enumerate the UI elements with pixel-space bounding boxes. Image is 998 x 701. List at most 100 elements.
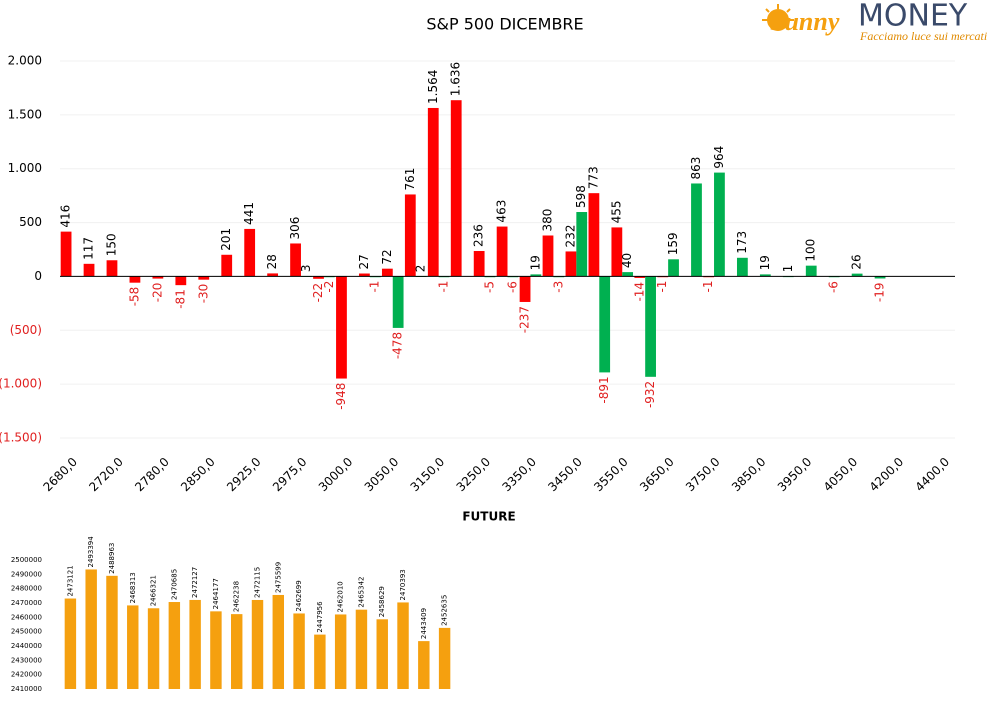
data-label: -58 bbox=[127, 287, 141, 307]
bar bbox=[251, 599, 264, 689]
bar bbox=[381, 268, 393, 277]
data-label: 2472127 bbox=[191, 567, 199, 598]
y-tick-label: 2410000 bbox=[11, 685, 42, 693]
x-tick-label: 3450,0 bbox=[545, 455, 585, 495]
data-label: 380 bbox=[541, 209, 555, 232]
bar bbox=[622, 272, 634, 277]
x-tick-label: 4050,0 bbox=[821, 455, 861, 495]
data-label: 2458629 bbox=[378, 586, 386, 617]
data-label: -19 bbox=[873, 282, 887, 302]
bar bbox=[168, 602, 181, 689]
bar bbox=[152, 276, 164, 279]
bar bbox=[576, 212, 588, 277]
bar bbox=[634, 276, 646, 278]
data-label: 150 bbox=[104, 233, 118, 256]
data-label: 2473121 bbox=[66, 565, 74, 596]
bar bbox=[175, 276, 187, 286]
data-label: 19 bbox=[758, 255, 772, 270]
x-tick-label: 3550,0 bbox=[591, 455, 631, 495]
y-tick-label: 2.000 bbox=[8, 54, 42, 68]
data-label: -22 bbox=[311, 283, 325, 303]
data-label: 173 bbox=[735, 231, 749, 254]
bar bbox=[588, 193, 600, 277]
data-label: 441 bbox=[242, 202, 256, 225]
data-label: 236 bbox=[472, 224, 486, 247]
y-tick-label: 2450000 bbox=[11, 628, 42, 636]
data-label: -6 bbox=[505, 281, 519, 293]
bar bbox=[272, 594, 285, 689]
bar bbox=[397, 602, 409, 689]
x-tick-label: 4200,0 bbox=[867, 455, 907, 495]
bar bbox=[376, 619, 388, 689]
x-tick-label: 3950,0 bbox=[775, 455, 815, 495]
bar bbox=[418, 641, 430, 689]
data-label: 2472115 bbox=[254, 567, 262, 598]
bar bbox=[519, 276, 531, 302]
data-label: -1 bbox=[701, 281, 715, 293]
y-tick-label: (1.000) bbox=[0, 377, 42, 391]
bar bbox=[450, 100, 462, 277]
data-label: -891 bbox=[597, 376, 611, 403]
bar bbox=[565, 251, 577, 277]
data-label: 2470685 bbox=[170, 569, 178, 600]
y-tick-label: (1.500) bbox=[0, 431, 42, 445]
bar bbox=[427, 107, 439, 277]
bar bbox=[599, 276, 611, 373]
data-label: 964 bbox=[712, 146, 726, 169]
bar bbox=[714, 172, 725, 277]
data-label: 100 bbox=[804, 239, 818, 262]
data-label: -1 bbox=[437, 281, 451, 293]
x-tick-label: 4400,0 bbox=[913, 455, 953, 495]
logo-name: MONEY bbox=[858, 0, 968, 34]
data-label: -237 bbox=[518, 306, 532, 333]
data-label: -6 bbox=[827, 281, 841, 293]
bar bbox=[438, 627, 451, 689]
x-tick-label: 3050,0 bbox=[362, 455, 402, 495]
bar bbox=[355, 609, 368, 689]
x-tick-label: 2780,0 bbox=[132, 455, 172, 495]
data-label: 2488963 bbox=[108, 543, 116, 574]
y-tick-label: 2490000 bbox=[11, 570, 42, 578]
y-tick-label: 2430000 bbox=[11, 656, 42, 664]
data-label: 2466321 bbox=[150, 575, 158, 606]
data-label: 19 bbox=[528, 255, 542, 270]
x-tick-label: 3850,0 bbox=[729, 455, 769, 495]
bar bbox=[404, 194, 416, 277]
data-label: -1 bbox=[368, 281, 382, 293]
data-label: 306 bbox=[288, 217, 302, 240]
data-label: -20 bbox=[150, 283, 164, 303]
data-label: 761 bbox=[403, 168, 417, 191]
bar bbox=[359, 273, 370, 277]
bar bbox=[127, 605, 139, 689]
bar bbox=[189, 599, 201, 689]
data-label: 232 bbox=[563, 225, 577, 248]
x-tick-label: 3350,0 bbox=[499, 455, 539, 495]
bar bbox=[336, 276, 347, 379]
data-label: 2475599 bbox=[274, 562, 282, 593]
data-label: 2447956 bbox=[316, 601, 324, 633]
data-label: 455 bbox=[609, 201, 623, 224]
data-label: -14 bbox=[632, 282, 646, 302]
data-label: -30 bbox=[196, 284, 210, 304]
data-label: 773 bbox=[586, 166, 600, 189]
y-tick-label: 2480000 bbox=[11, 585, 42, 593]
data-label: 2464177 bbox=[212, 578, 220, 609]
logo-tagline: Facciamo luce sui mercati bbox=[859, 29, 987, 43]
bar bbox=[83, 263, 95, 277]
data-label: 159 bbox=[666, 232, 680, 255]
data-label: 416 bbox=[59, 205, 73, 228]
x-tick-label: 2975,0 bbox=[270, 455, 310, 495]
x-tick-label: 3650,0 bbox=[637, 455, 677, 495]
data-label: 2462010 bbox=[337, 581, 345, 612]
bar bbox=[314, 634, 326, 689]
bar bbox=[542, 235, 554, 277]
data-label: -3 bbox=[551, 281, 565, 293]
data-label: 72 bbox=[380, 249, 394, 264]
data-label: -2 bbox=[322, 281, 336, 293]
y-tick-label: 2460000 bbox=[11, 613, 42, 621]
chart-title: FUTURE bbox=[462, 510, 515, 524]
bar bbox=[736, 257, 748, 277]
data-label: 117 bbox=[82, 237, 96, 260]
data-label: 2452635 bbox=[441, 595, 449, 626]
data-label: 27 bbox=[357, 254, 371, 269]
